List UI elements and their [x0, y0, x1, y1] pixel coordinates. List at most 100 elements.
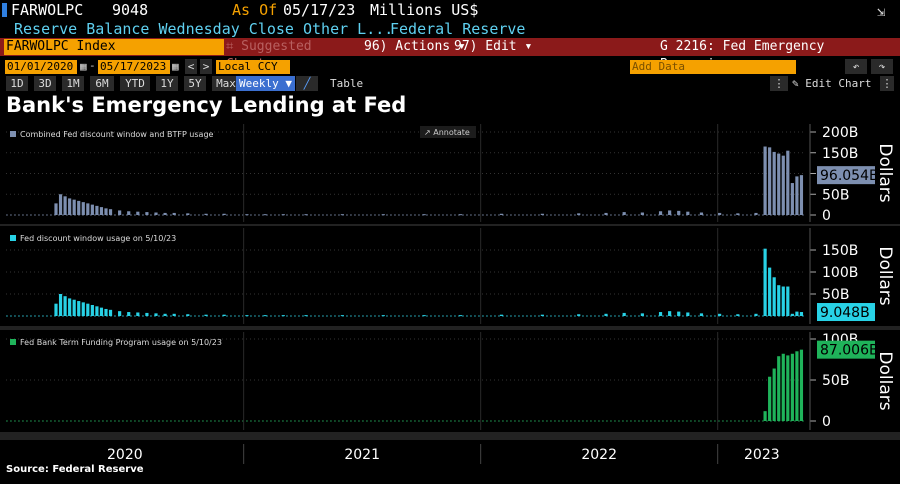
data-bar: [499, 314, 504, 316]
undo-icon[interactable]: ↶: [845, 59, 867, 74]
data-bar: [54, 303, 58, 316]
data-bar: [577, 213, 581, 215]
more-options-icon[interactable]: ⋮: [880, 76, 894, 91]
legend-swatch: [10, 235, 16, 241]
range-1m[interactable]: 1M: [62, 76, 84, 91]
data-bar: [104, 208, 108, 215]
data-bar: [186, 213, 190, 215]
data-bar: [58, 294, 63, 316]
data-bar: [686, 211, 690, 215]
source-note: Source: Federal Reserve: [6, 464, 144, 475]
data-bar: [577, 314, 581, 316]
data-bar: [95, 205, 99, 215]
data-bar: [677, 210, 681, 215]
data-bar: [790, 183, 794, 215]
data-bar: [222, 213, 226, 215]
data-bar: [718, 212, 722, 215]
data-bar: [72, 199, 76, 215]
data-bar: [772, 151, 776, 215]
units-label: Millions US$: [370, 1, 479, 19]
data-bar: [763, 146, 767, 215]
range-1y[interactable]: 1Y: [156, 76, 178, 91]
last-value-box: [817, 166, 875, 185]
data-bar: [540, 314, 544, 316]
data-bar: [245, 315, 249, 317]
data-bar: [699, 313, 704, 316]
data-bar: [72, 299, 76, 316]
start-date-input[interactable]: 01/01/2020: [5, 60, 77, 74]
data-bar: [777, 356, 781, 421]
data-bar: [145, 312, 149, 316]
data-bar: [458, 315, 463, 317]
data-bar: [127, 211, 131, 215]
x-tick-label: 2021: [344, 447, 380, 463]
panel-separator: [0, 432, 900, 440]
last-value-label: 87.006B: [820, 343, 879, 359]
edit-chart-button[interactable]: ✎ Edit Chart: [792, 76, 871, 91]
data-bar: [777, 285, 781, 316]
data-bar: [90, 204, 94, 215]
suggested-charts-icon: ⌗: [226, 39, 234, 54]
data-bar: [768, 267, 772, 316]
data-bar: [786, 286, 790, 316]
chart-options-icon[interactable]: ⋮: [770, 76, 788, 91]
legend-label: Fed Bank Term Funding Program usage on 5…: [20, 338, 222, 347]
range-5y[interactable]: 5Y: [184, 76, 206, 91]
currency-select[interactable]: Local CCY: [216, 60, 290, 74]
data-bar: [686, 312, 690, 316]
data-bar: [81, 202, 85, 215]
security-description: Reserve Balance Wednesday Close Other L.…: [14, 20, 394, 38]
date-separator: -: [89, 59, 96, 72]
frequency-select[interactable]: Weekly ▼: [236, 76, 295, 91]
y-tick-label: 100B: [822, 265, 858, 281]
line-chart-icon[interactable]: ╱: [296, 76, 318, 91]
panel-separator: [0, 224, 900, 226]
security-input[interactable]: FARWOLPC Index: [4, 39, 224, 55]
security-header: FARWOLPC 9048 As Of 05/17/23 Millions US…: [0, 0, 900, 20]
data-bar: [604, 212, 608, 215]
y-axis-title: Dollars: [875, 143, 895, 202]
data-bar: [95, 306, 99, 316]
chart-title: Bank's Emergency Lending at Fed: [6, 93, 407, 117]
range-1d[interactable]: 1D: [6, 76, 28, 91]
data-bar: [718, 313, 722, 316]
range-ytd[interactable]: YTD: [120, 76, 150, 91]
annotate-button[interactable]: ↗ Annotate: [420, 126, 476, 138]
edit-menu[interactable]: 97) Edit ▾: [454, 39, 533, 54]
table-button[interactable]: Table: [330, 77, 364, 90]
x-tick-label: 2022: [581, 447, 617, 463]
data-bar: [172, 313, 176, 316]
range-3d[interactable]: 3D: [34, 76, 56, 91]
range-6m[interactable]: 6M: [90, 76, 114, 91]
next-period-icon[interactable]: >: [200, 59, 212, 74]
ticker-symbol[interactable]: FARWOLPC: [11, 1, 84, 19]
data-bar: [222, 314, 226, 316]
last-value-label: 96.054B: [820, 168, 879, 184]
end-calendar-icon[interactable]: ▦: [172, 60, 179, 73]
data-bar: [127, 312, 131, 316]
last-value-box: [817, 340, 875, 359]
redo-icon[interactable]: ↷: [871, 59, 893, 74]
y-tick-label: 150B: [822, 243, 858, 259]
data-bar: [781, 155, 785, 215]
data-bar: [304, 315, 308, 317]
data-bar: [104, 308, 108, 316]
suggested-charts-button[interactable]: ⌗ Suggested Charts: [226, 38, 362, 72]
data-bar: [422, 214, 426, 216]
prev-period-icon[interactable]: <: [185, 59, 197, 74]
popout-icon[interactable]: ⇲: [877, 4, 886, 20]
add-data-input[interactable]: Add Data: [630, 60, 796, 74]
data-bar: [795, 351, 799, 421]
y-axis-title: Dollars: [875, 351, 895, 410]
data-bar: [786, 355, 790, 421]
data-bar: [786, 150, 790, 215]
data-bar: [145, 212, 149, 215]
data-bar: [604, 313, 608, 316]
range-max[interactable]: Max: [212, 76, 240, 91]
data-bar: [340, 315, 344, 317]
start-calendar-icon[interactable]: ▦: [80, 60, 87, 73]
data-bar: [136, 312, 140, 316]
end-date-input[interactable]: 05/17/2023: [98, 60, 170, 74]
actions-menu[interactable]: 96) Actions ▾: [364, 39, 466, 54]
